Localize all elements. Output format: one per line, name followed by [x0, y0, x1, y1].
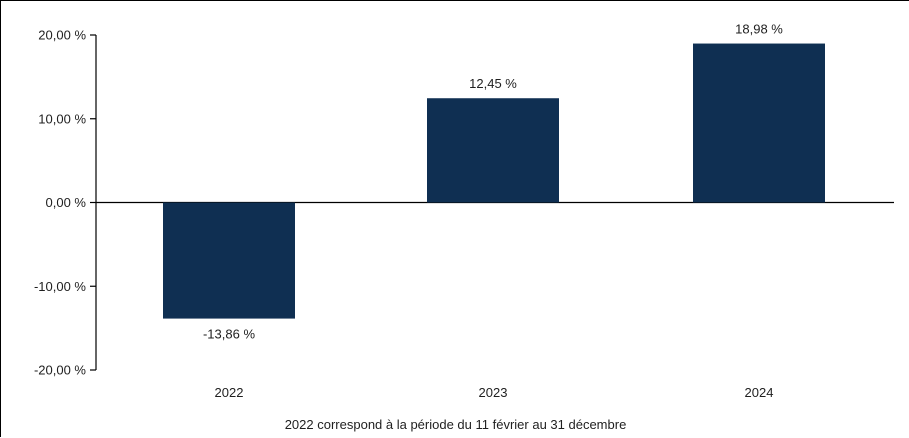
data-label-2022: -13,86 %: [203, 327, 255, 342]
bar-2023: [427, 98, 559, 203]
y-tick-label: 10,00 %: [38, 111, 86, 126]
y-tick-label: -10,00 %: [34, 279, 86, 294]
y-tick-label: 0,00 %: [46, 195, 87, 210]
chart-footnote: 2022 correspond à la période du 11 févri…: [284, 417, 627, 432]
data-label-2023: 12,45 %: [469, 76, 517, 91]
label-layer: -13,86 % 2022 12,45 % 2023 18,98 % 2024: [203, 22, 783, 400]
bar-2022: [163, 202, 295, 319]
bar-layer: [163, 43, 825, 319]
x-category-label-2022: 2022: [215, 385, 244, 400]
x-category-label-2024: 2024: [745, 385, 774, 400]
y-tick-label: 20,00 %: [38, 28, 86, 43]
data-label-2024: 18,98 %: [735, 22, 783, 37]
x-category-label-2023: 2023: [479, 385, 508, 400]
bar-2024: [693, 43, 825, 203]
y-tick-label: -20,00 %: [34, 363, 86, 378]
